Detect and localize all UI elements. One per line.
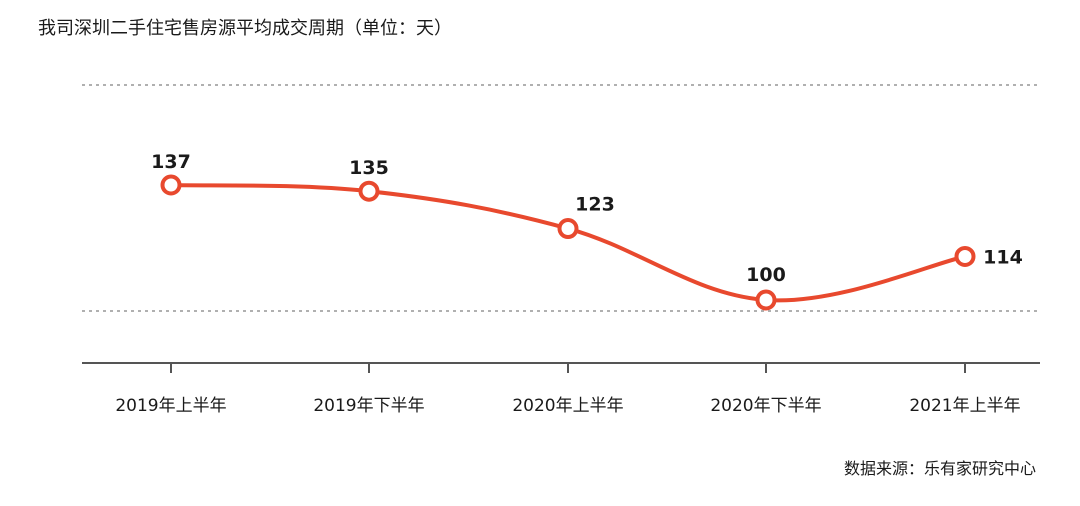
x-tick-label-1: 2019年下半年 (313, 396, 424, 416)
data-point-2 (557, 218, 579, 240)
chart-title: 我司深圳二手住宅售房源平均成交周期（单位：天） (38, 18, 452, 39)
data-point-3 (755, 289, 777, 311)
data-label-0: 137 (151, 151, 191, 173)
x-tick-label-2: 2020年上半年 (512, 396, 623, 416)
series-line (169, 183, 967, 303)
data-point-4 (954, 245, 976, 267)
source-note: 数据来源：乐有家研究中心 (843, 459, 1036, 478)
data-label-4: 114 (983, 246, 1023, 268)
x-tick-label-4: 2021年上半年 (909, 396, 1020, 416)
data-point-1 (358, 180, 380, 202)
data-label-2: 123 (575, 194, 615, 216)
data-label-1: 135 (349, 157, 389, 179)
x-tick-label-3: 2020年下半年 (710, 396, 821, 416)
data-label-3: 100 (746, 264, 786, 286)
x-tick-label-0: 2019年上半年 (115, 396, 226, 416)
data-point-0 (160, 174, 182, 196)
